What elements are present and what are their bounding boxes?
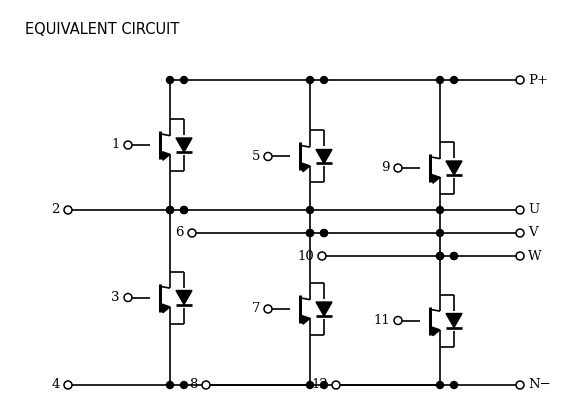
Circle shape — [181, 207, 187, 214]
Text: 8: 8 — [190, 378, 198, 391]
Polygon shape — [176, 290, 192, 305]
Text: 5: 5 — [252, 150, 260, 163]
Circle shape — [166, 207, 173, 214]
Circle shape — [264, 305, 272, 313]
Polygon shape — [316, 302, 332, 316]
Text: 1: 1 — [112, 139, 120, 152]
Circle shape — [436, 253, 444, 259]
Circle shape — [64, 206, 72, 214]
Polygon shape — [431, 174, 440, 183]
Circle shape — [320, 230, 328, 236]
Circle shape — [307, 230, 314, 236]
Polygon shape — [301, 316, 310, 324]
Circle shape — [320, 230, 328, 236]
Text: 6: 6 — [176, 227, 184, 240]
Text: 10: 10 — [297, 249, 314, 262]
Circle shape — [124, 141, 132, 149]
Polygon shape — [176, 138, 192, 152]
Circle shape — [332, 381, 340, 389]
Circle shape — [436, 230, 444, 236]
Text: 9: 9 — [382, 161, 390, 174]
Text: EQUIVALENT CIRCUIT: EQUIVALENT CIRCUIT — [25, 22, 179, 37]
Circle shape — [166, 77, 173, 83]
Polygon shape — [446, 161, 462, 175]
Circle shape — [64, 381, 72, 389]
Text: 7: 7 — [252, 303, 260, 316]
Circle shape — [320, 77, 328, 83]
Circle shape — [124, 293, 132, 302]
Circle shape — [516, 76, 524, 84]
Circle shape — [264, 153, 272, 160]
Circle shape — [166, 207, 173, 214]
Circle shape — [181, 382, 187, 388]
Text: P+: P+ — [528, 73, 548, 86]
Circle shape — [516, 381, 524, 389]
Circle shape — [436, 207, 444, 214]
Circle shape — [394, 164, 402, 172]
Polygon shape — [431, 327, 440, 336]
Circle shape — [320, 382, 328, 388]
Text: N−: N− — [528, 378, 551, 391]
Circle shape — [450, 253, 457, 259]
Polygon shape — [161, 151, 170, 160]
Circle shape — [307, 207, 314, 214]
Circle shape — [394, 316, 402, 324]
Text: U: U — [528, 204, 539, 217]
Circle shape — [436, 253, 444, 259]
Circle shape — [202, 381, 210, 389]
Circle shape — [318, 252, 326, 260]
Circle shape — [166, 382, 173, 388]
Circle shape — [516, 252, 524, 260]
Text: V: V — [528, 227, 538, 240]
Text: 11: 11 — [373, 314, 390, 327]
Polygon shape — [301, 163, 310, 172]
Circle shape — [450, 253, 457, 259]
Text: W: W — [528, 249, 542, 262]
Text: 2: 2 — [52, 204, 60, 217]
Circle shape — [181, 207, 187, 214]
Circle shape — [436, 77, 444, 83]
Text: 3: 3 — [111, 291, 120, 304]
Circle shape — [516, 229, 524, 237]
Circle shape — [450, 382, 457, 388]
Polygon shape — [316, 150, 332, 163]
Text: 12: 12 — [311, 378, 328, 391]
Polygon shape — [161, 304, 170, 313]
Circle shape — [307, 230, 314, 236]
Circle shape — [181, 77, 187, 83]
Circle shape — [516, 206, 524, 214]
Circle shape — [188, 229, 196, 237]
Circle shape — [450, 77, 457, 83]
Circle shape — [307, 382, 314, 388]
Polygon shape — [446, 313, 462, 328]
Circle shape — [436, 382, 444, 388]
Circle shape — [307, 77, 314, 83]
Text: 4: 4 — [52, 378, 60, 391]
